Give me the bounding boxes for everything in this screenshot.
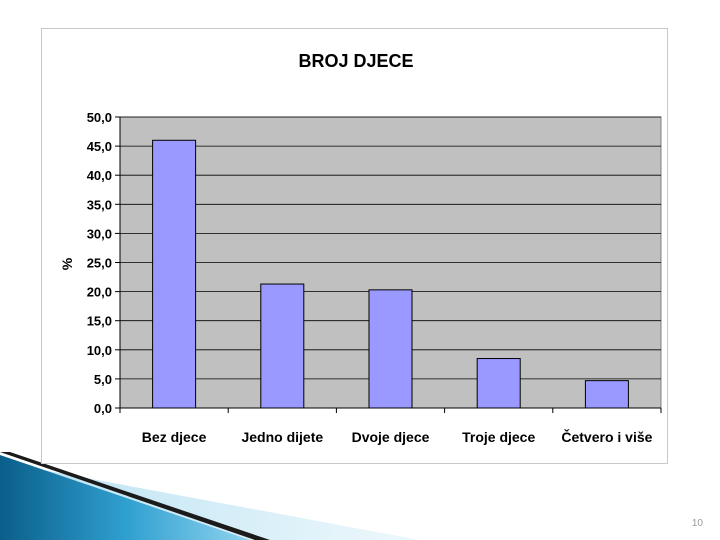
page-number: 10 — [691, 518, 703, 529]
bar — [476, 358, 521, 409]
x-tick-label: Četvero i više — [561, 428, 652, 445]
x-tick-label: Bez djece — [142, 429, 207, 445]
y-tick-label: 5,0 — [94, 372, 112, 387]
chart-title: BROJ DJECE — [298, 51, 413, 71]
y-tick-label: 30,0 — [87, 226, 112, 241]
swoosh-teal — [0, 455, 250, 540]
bar — [584, 380, 629, 409]
y-tick-label: 0,0 — [94, 401, 112, 416]
y-axis-label: % — [59, 257, 75, 270]
bar — [152, 139, 197, 409]
y-tick-label: 45,0 — [87, 139, 112, 154]
y-tick-label: 20,0 — [87, 285, 112, 300]
x-tick-label: Jedno dijete — [241, 429, 323, 445]
y-tick-label: 35,0 — [87, 197, 112, 212]
y-tick-label: 10,0 — [87, 343, 112, 358]
bar — [260, 283, 305, 409]
x-tick-label: Dvoje djece — [352, 429, 430, 445]
y-tick-label: 40,0 — [87, 168, 112, 183]
y-tick-label: 25,0 — [87, 256, 112, 271]
x-tick-label: Troje djece — [462, 429, 535, 445]
y-tick-label: 50,0 — [87, 110, 112, 125]
y-tick-label: 15,0 — [87, 314, 112, 329]
bar — [368, 289, 413, 409]
swoosh-dark-stripe — [0, 452, 270, 540]
